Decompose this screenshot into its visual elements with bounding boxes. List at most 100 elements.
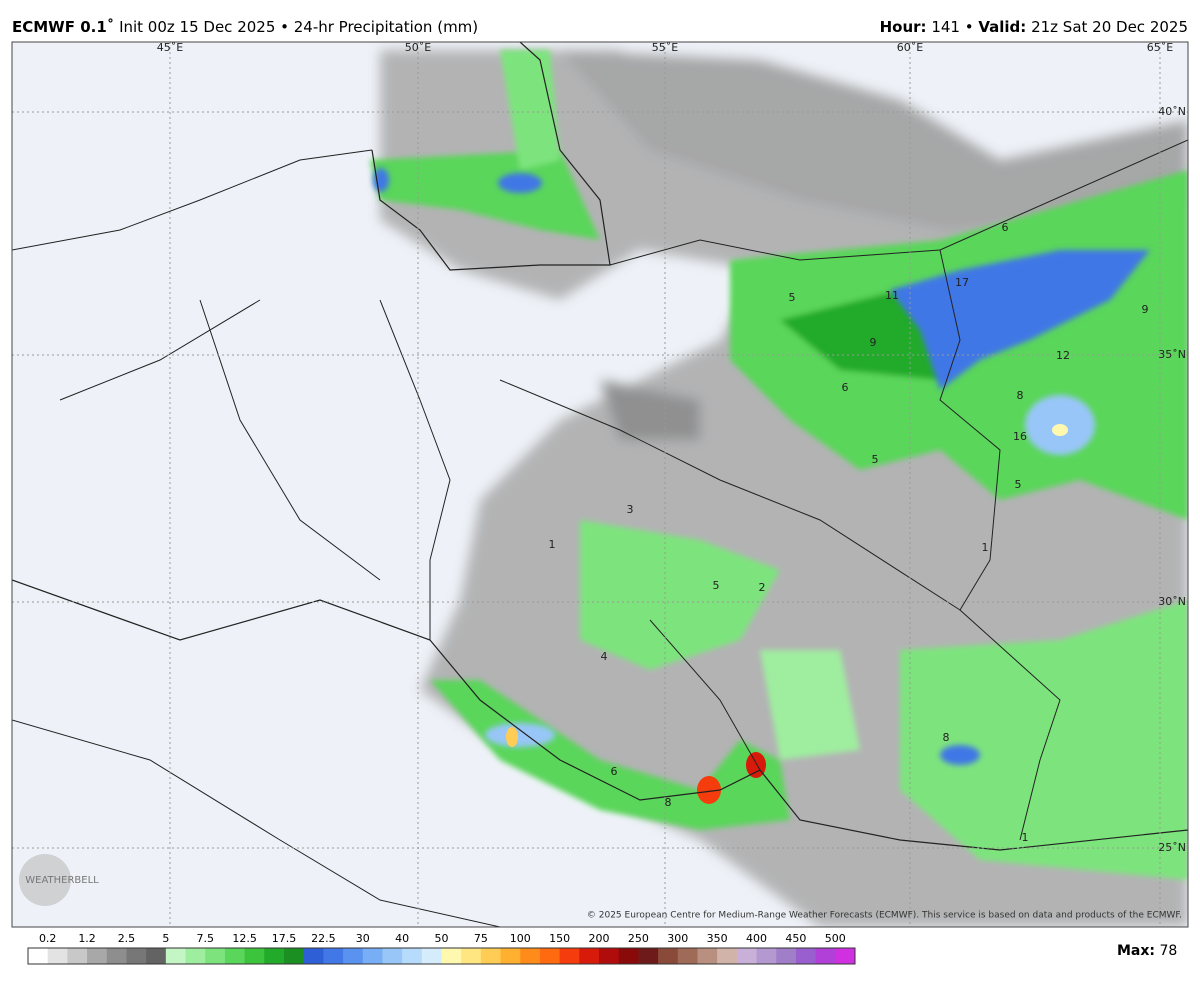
colorbar-label: 75	[474, 932, 488, 945]
contour-label: 8	[943, 731, 950, 744]
colorbar-swatch	[87, 948, 108, 964]
contour-label: 6	[842, 381, 849, 394]
contour-label: 12	[1056, 349, 1070, 362]
colorbar-label: 40	[395, 932, 409, 945]
colorbar-swatch	[362, 948, 383, 964]
colorbar-label: 450	[785, 932, 806, 945]
colorbar-swatch	[67, 948, 88, 964]
contour-label: 2	[759, 581, 766, 594]
colorbar-swatch	[677, 948, 698, 964]
colorbar-swatch	[28, 948, 49, 964]
colorbar-label: 0.2	[39, 932, 57, 945]
contour-label: 9	[1142, 303, 1149, 316]
contour-label: 5	[1015, 478, 1022, 491]
copyright: © 2025 European Centre for Medium-Range …	[587, 911, 1182, 921]
precip-heavy	[506, 424, 1068, 804]
colorbar-label: 50	[435, 932, 449, 945]
colorbar-label: 30	[356, 932, 370, 945]
colorbar-label: 5	[162, 932, 169, 945]
colorbar-swatch	[697, 948, 718, 964]
colorbar-swatch	[264, 948, 285, 964]
colorbar-frame	[27, 947, 856, 965]
colorbar-label: 2.5	[118, 932, 136, 945]
colorbar-swatch	[343, 948, 364, 964]
colorbar-swatch	[421, 948, 442, 964]
colorbar-label: 350	[707, 932, 728, 945]
colorbar-swatch	[185, 948, 206, 964]
colorbar-label: 250	[628, 932, 649, 945]
colorbar-label: 1.2	[78, 932, 96, 945]
colorbar-swatch	[382, 948, 403, 964]
colorbar-swatch	[224, 948, 246, 964]
colorbar-swatch	[205, 948, 226, 964]
colorbar-swatch	[106, 948, 127, 964]
colorbar-swatch	[599, 948, 620, 964]
graticule	[12, 42, 1188, 927]
borders	[12, 42, 1188, 927]
title: ECMWF 0.1˚ Init 00z 15 Dec 2025 • 24-hr …	[12, 18, 478, 36]
contour-label: 8	[1017, 389, 1024, 402]
contour-label: 6	[1002, 221, 1009, 234]
colorbar-swatch	[520, 948, 541, 964]
colorbar: 0.2 1.2 2.5 5 7.5 12.5 17.5 22.5 30 40 50 75 100 150 2…	[27, 932, 856, 965]
colorbar-swatch	[795, 948, 817, 964]
max: Max: 78	[1117, 943, 1177, 959]
colorbar-swatch	[559, 948, 580, 964]
colorbar-label: 7.5	[196, 932, 214, 945]
contour-label: 17	[955, 276, 969, 289]
contour-label: 3	[627, 503, 634, 516]
contour-label: 16	[1013, 430, 1027, 443]
colorbar-label: 17.5	[272, 932, 297, 945]
colorbar-swatch	[756, 948, 777, 964]
colorbar-swatch	[776, 948, 797, 964]
watermark: WEATHERBELL	[25, 875, 99, 886]
contour-label: 8	[665, 796, 672, 809]
contour-label: 5	[713, 579, 720, 592]
contour-label: 6	[611, 765, 618, 778]
colorbar-swatch	[146, 948, 167, 964]
lat-label: 35˚N	[1158, 348, 1186, 361]
colorbar-label: 500	[825, 932, 846, 945]
colorbar-label: 400	[746, 932, 767, 945]
colorbar-swatch	[835, 948, 856, 964]
colorbar-swatch	[244, 948, 265, 964]
colorbar-swatch	[736, 948, 758, 964]
contour-label: 4	[601, 650, 608, 663]
colorbar-swatch	[579, 948, 600, 964]
colorbar-swatch	[461, 948, 482, 964]
lat-label: 30˚N	[1158, 595, 1186, 608]
contour-label: 5	[789, 291, 796, 304]
contour-label: 9	[870, 336, 877, 349]
colorbar-swatch	[283, 948, 305, 964]
lon-label: 55˚E	[652, 41, 678, 54]
contour-label: 11	[885, 289, 899, 302]
colorbar-swatch	[47, 948, 68, 964]
map-labels: 45˚E 50˚E 55˚E 60˚E 65˚E 40˚N 35˚N 30˚N 25˚N 6 17 1…	[157, 41, 1186, 854]
map-frame	[11, 41, 1189, 928]
colorbar-swatch	[402, 948, 423, 964]
colorbar-swatch	[323, 948, 344, 964]
lon-label: 65˚E	[1147, 41, 1173, 54]
lat-label: 25˚N	[1158, 841, 1186, 854]
colorbar-swatch	[539, 948, 561, 964]
valid-time: Hour: 141 • Valid: 21z Sat 20 Dec 2025	[880, 18, 1188, 36]
colorbar-swatch	[126, 948, 147, 964]
colorbar-swatch	[500, 948, 521, 964]
contour-label: 1	[549, 538, 556, 551]
colorbar-label: 200	[589, 932, 610, 945]
contour-label: 1	[1022, 831, 1029, 844]
colorbar-swatch	[717, 948, 738, 964]
colorbar-swatch	[165, 948, 187, 964]
contour-label: 1	[982, 541, 989, 554]
map: 45˚E 50˚E 55˚E 60˚E 65˚E 40˚N 35˚N 30˚N 25˚N 6 17 1…	[12, 41, 1188, 927]
watermark-logo	[19, 854, 71, 906]
lon-label: 50˚E	[405, 41, 431, 54]
colorbar-label: 300	[667, 932, 688, 945]
colorbar-label: 100	[510, 932, 531, 945]
colorbar-swatch	[618, 948, 639, 964]
colorbar-swatch	[638, 948, 659, 964]
colorbar-label: 12.5	[232, 932, 257, 945]
lon-label: 60˚E	[897, 41, 923, 54]
